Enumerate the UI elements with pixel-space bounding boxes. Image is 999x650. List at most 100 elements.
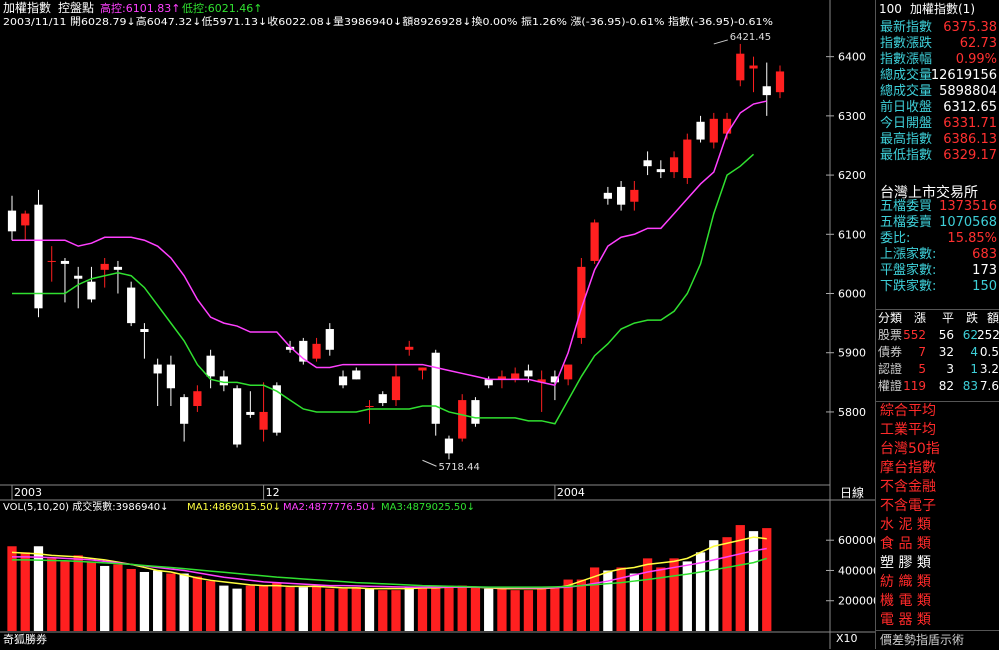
volume-bar xyxy=(642,558,653,631)
index-item[interactable]: 塑 膠 類 xyxy=(880,555,931,571)
index-name: 加權指數(1) xyxy=(910,2,975,16)
candle xyxy=(47,246,56,282)
candle xyxy=(166,355,176,407)
candle-body xyxy=(524,370,533,377)
candle-body xyxy=(312,343,321,359)
index-item[interactable]: 電 器 類 xyxy=(880,612,931,628)
table-cell: 62 xyxy=(962,328,978,342)
quote-label: 最低指數 xyxy=(880,148,933,163)
period-label[interactable]: 日線 xyxy=(840,485,864,500)
candle xyxy=(299,337,308,365)
price-tick-label: 5900 xyxy=(838,347,866,360)
volume-bar xyxy=(298,587,308,631)
table-cell: 分類 xyxy=(878,311,903,325)
table-cell: 跌 xyxy=(965,311,978,325)
volume-bar xyxy=(73,555,83,631)
table-row: 債券 7 32 4 0.5 xyxy=(876,344,999,361)
candle xyxy=(153,358,162,407)
candle-body xyxy=(365,406,374,408)
zoom-label[interactable]: X10 xyxy=(836,632,858,645)
quote-row: 總成交量 12619156 xyxy=(876,68,999,84)
index-item[interactable]: 食 品 類 xyxy=(880,536,931,552)
candle xyxy=(643,151,652,176)
ohlc-readout: 2003/11/11 開6028.79↓高6047.32↓低5971.13↓收6… xyxy=(3,15,773,28)
quote-label: 五檔委賣 xyxy=(880,215,933,230)
table-cell: 32 xyxy=(938,345,954,359)
candle xyxy=(87,266,96,303)
candle xyxy=(378,391,387,407)
candle-body xyxy=(140,329,149,332)
candle xyxy=(352,367,361,380)
quote-value: 6386.13 xyxy=(943,132,997,147)
candle-body xyxy=(391,376,401,401)
quote-row: 今日開盤 6331.71 xyxy=(876,116,999,132)
table-cell: 平 xyxy=(941,311,954,325)
index-item[interactable]: 摩台指數 xyxy=(880,460,936,476)
index-item[interactable]: 紡 織 類 xyxy=(880,574,931,590)
index-item[interactable]: 台灣50指 xyxy=(880,441,940,457)
candle-body xyxy=(246,411,255,415)
quote-label: 五檔委買 xyxy=(880,199,933,214)
candle-body xyxy=(166,364,176,389)
index-item[interactable]: 機 電 類 xyxy=(880,593,931,609)
volume-bar xyxy=(576,579,587,631)
candle xyxy=(391,364,401,407)
candle xyxy=(34,189,43,318)
candle-body xyxy=(206,355,215,377)
candle xyxy=(696,115,705,143)
volume-bar xyxy=(179,573,189,631)
candle xyxy=(630,181,639,211)
candle xyxy=(669,151,679,179)
volume-bar xyxy=(166,573,176,631)
volume-bar xyxy=(682,561,692,631)
candle-body xyxy=(34,204,43,309)
chart-title: 加權指數 xyxy=(3,0,51,15)
quote-row: 最高指數 6386.13 xyxy=(876,132,999,148)
candle-body xyxy=(643,160,652,167)
volume-bar xyxy=(444,585,454,631)
candle-body xyxy=(736,53,745,81)
candle xyxy=(127,281,136,327)
quote-label: 前日收盤 xyxy=(880,100,933,115)
candle xyxy=(590,219,599,264)
candle-body xyxy=(444,438,454,454)
volume-bar xyxy=(86,561,97,631)
volume-bar xyxy=(748,531,759,631)
index-code: 100 xyxy=(879,2,902,16)
candle xyxy=(656,160,665,179)
table-cell: 7.6 xyxy=(979,379,999,393)
volume-bar xyxy=(378,590,388,631)
volume-bar xyxy=(523,590,534,631)
candle-body xyxy=(616,186,626,205)
candle xyxy=(246,391,255,418)
index-item[interactable]: 工業平均 xyxy=(880,422,936,438)
index-item[interactable]: 不含金融 xyxy=(880,479,936,495)
vol-title: VOL(5,10,20) 成交張數:3986940↓ xyxy=(3,500,169,513)
quote-value: 1373516 xyxy=(939,199,997,214)
volume-bar xyxy=(311,585,322,631)
index-item[interactable]: 水 泥 類 xyxy=(880,517,931,533)
candle-body xyxy=(762,86,771,96)
panel-header: 100 加權指數(1) xyxy=(876,0,999,18)
table-cell: 認證 xyxy=(878,362,903,376)
candle xyxy=(100,257,109,288)
candle-body xyxy=(352,370,361,380)
quote-row: 委比: 15.85% xyxy=(876,231,999,247)
vol-tick-label: 200000 xyxy=(838,595,875,608)
candle-body xyxy=(100,263,109,270)
quote-value: 15.85% xyxy=(947,231,997,246)
candle xyxy=(616,181,626,211)
volume-bar xyxy=(232,588,242,631)
vol-tick-label: 400000 xyxy=(838,564,875,577)
volume-bar xyxy=(153,570,163,631)
broker-name: 奇狐勝券 xyxy=(3,632,47,646)
price-tick-label: 6400 xyxy=(838,51,866,64)
candle-body xyxy=(285,346,295,350)
quote-row: 指數漲跌 62.73 xyxy=(876,36,999,52)
index-item[interactable]: 綜合平均 xyxy=(880,403,936,419)
volume-bar xyxy=(258,585,269,631)
table-cell: 552 xyxy=(903,328,926,342)
index-item[interactable]: 不含電子 xyxy=(880,498,936,514)
candle-body xyxy=(564,364,573,380)
volume-bar xyxy=(325,588,335,631)
